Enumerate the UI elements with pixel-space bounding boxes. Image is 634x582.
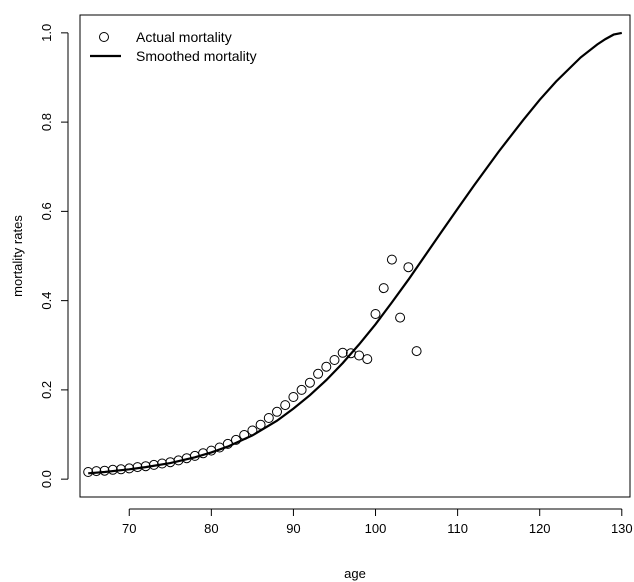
smoothed-mortality-line xyxy=(88,31,623,475)
y-tick-label: 1.0 xyxy=(39,24,54,42)
x-tick-label: 120 xyxy=(529,521,551,536)
actual-mortality-point xyxy=(247,425,258,436)
y-tick-label: 0.8 xyxy=(39,113,54,131)
x-axis-title: age xyxy=(344,566,366,581)
x-tick-label: 80 xyxy=(204,521,218,536)
legend-circle-symbol xyxy=(99,32,109,42)
actual-mortality-point xyxy=(132,462,143,473)
actual-mortality-point xyxy=(313,368,324,379)
actual-mortality-point xyxy=(329,355,340,365)
legend-label: Smoothed mortality xyxy=(136,48,257,64)
actual-mortality-point xyxy=(321,361,332,372)
smoothed-series xyxy=(88,31,623,475)
y-tick-label: 0.4 xyxy=(39,292,54,310)
actual-mortality-point xyxy=(362,354,373,365)
actual-mortality-point xyxy=(378,283,389,294)
actual-series xyxy=(83,254,422,477)
actual-mortality-point xyxy=(280,400,291,411)
actual-mortality-point xyxy=(370,309,381,319)
actual-mortality-point xyxy=(296,384,307,395)
y-tick-label: 0.6 xyxy=(39,202,54,220)
y-axis-title: mortality rates xyxy=(10,215,25,297)
axes: 70 80 90 100 110 120 130 0.0 0.2 0.4 0.6 0.8 1.0 xyxy=(39,24,633,536)
actual-mortality-point xyxy=(272,406,282,417)
actual-mortality-point xyxy=(148,459,159,470)
actual-mortality-point xyxy=(222,438,233,449)
actual-mortality-point xyxy=(157,458,168,469)
actual-mortality-point xyxy=(140,461,151,472)
actual-mortality-point xyxy=(263,413,274,423)
x-tick-label: 100 xyxy=(365,521,387,536)
actual-mortality-point xyxy=(165,457,176,468)
actual-mortality-point xyxy=(304,377,315,388)
actual-mortality-point xyxy=(124,463,135,474)
actual-mortality-point xyxy=(99,465,110,476)
actual-mortality-point xyxy=(337,347,348,358)
legend: Actual mortality Smoothed mortality xyxy=(90,29,257,64)
plot-frame xyxy=(79,14,631,498)
x-tick-label: 110 xyxy=(447,521,468,536)
actual-mortality-point xyxy=(403,262,414,273)
actual-mortality-point xyxy=(83,467,94,477)
y-tick-label: 0.2 xyxy=(39,381,54,399)
x-tick-label: 70 xyxy=(122,521,136,536)
actual-mortality-point xyxy=(411,346,422,357)
x-tick-label: 90 xyxy=(286,521,300,536)
actual-mortality-point xyxy=(214,442,225,453)
x-tick-label: 130 xyxy=(611,521,633,536)
actual-mortality-point xyxy=(288,392,299,402)
legend-label: Actual mortality xyxy=(136,29,232,45)
y-tick-label: 0.0 xyxy=(39,470,54,488)
actual-mortality-point xyxy=(107,464,118,475)
actual-mortality-point xyxy=(116,464,126,475)
actual-mortality-point xyxy=(395,312,406,323)
actual-mortality-point xyxy=(255,419,266,430)
actual-mortality-point xyxy=(231,434,241,445)
actual-mortality-point xyxy=(239,430,250,440)
actual-mortality-point xyxy=(91,466,102,477)
actual-mortality-point xyxy=(386,254,397,265)
actual-mortality-point xyxy=(354,350,365,361)
